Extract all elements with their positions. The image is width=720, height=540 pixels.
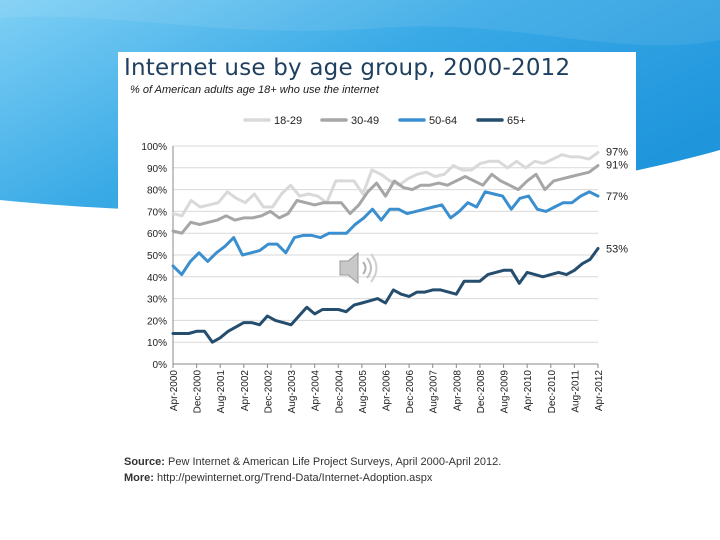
x-tick-label: Aug-2009: [500, 370, 511, 414]
y-tick-label: 0%: [153, 360, 168, 371]
x-tick-label: Apr-2000: [169, 370, 180, 412]
y-tick-label: 30%: [147, 295, 167, 306]
chart-card: [118, 52, 636, 442]
y-tick-label: 10%: [147, 338, 167, 349]
x-tick-label: Apr-2006: [382, 370, 393, 412]
y-tick-label: 100%: [141, 142, 167, 153]
chart-title: Internet use by age group, 2000-2012: [124, 55, 571, 81]
x-tick-label: Aug-2005: [358, 370, 369, 414]
more-label: More:: [124, 472, 154, 484]
x-tick-label: Aug-2003: [287, 370, 298, 414]
chart-subtitle: % of American adults age 18+ who use the…: [130, 84, 379, 96]
x-tick-label: Dec-2006: [405, 370, 416, 414]
series-line-30-49: [171, 164, 600, 235]
legend-label: 65+: [507, 115, 526, 127]
x-tick-label: Aug-2007: [429, 370, 440, 414]
x-tick-label: Dec-2008: [476, 370, 487, 414]
x-tick-label: Dec-2002: [263, 370, 274, 414]
series-line-65+: [171, 247, 600, 344]
series-line-18-29: [171, 151, 600, 218]
x-tick-label: Aug-2011: [570, 370, 581, 413]
y-tick-label: 40%: [147, 273, 167, 284]
end-value-label: 53%: [606, 243, 628, 255]
series-line-50-64: [171, 190, 600, 277]
more-link[interactable]: http://pewinternet.org/Trend-Data/Intern…: [153, 472, 433, 484]
x-tick-label: Dec-2000: [193, 370, 204, 414]
end-value-label: 97%: [606, 147, 628, 159]
x-tick-label: Apr-2002: [240, 370, 251, 412]
source-line: Source: Pew Internet & American Life Pro…: [124, 456, 501, 468]
x-tick-label: Dec-2004: [334, 370, 345, 414]
legend-label: 18-29: [274, 115, 302, 127]
legend-label: 30-49: [351, 115, 379, 127]
source-label: Source:: [124, 456, 165, 468]
x-tick-label: Apr-2010: [523, 370, 534, 412]
speaker-icon[interactable]: [339, 251, 378, 285]
y-tick-label: 50%: [147, 251, 167, 262]
legend-label: 50-64: [429, 115, 457, 127]
source-text: Pew Internet & American Life Project Sur…: [164, 456, 502, 468]
x-tick-label: Apr-2004: [311, 370, 322, 412]
y-tick-label: 80%: [147, 186, 167, 197]
y-tick-label: 60%: [147, 229, 167, 240]
y-tick-label: 20%: [147, 316, 167, 327]
y-tick-label: 70%: [147, 207, 167, 218]
end-value-label: 91%: [606, 160, 628, 172]
more-line: More: http://pewinternet.org/Trend-Data/…: [124, 472, 432, 484]
x-tick-label: Apr-2008: [452, 370, 463, 412]
x-tick-label: Dec-2010: [547, 370, 558, 414]
y-tick-label: 90%: [147, 164, 167, 175]
x-tick-label: Aug-2001: [216, 370, 227, 414]
x-tick-label: Apr-2012: [594, 370, 605, 412]
end-value-label: 77%: [606, 191, 628, 203]
